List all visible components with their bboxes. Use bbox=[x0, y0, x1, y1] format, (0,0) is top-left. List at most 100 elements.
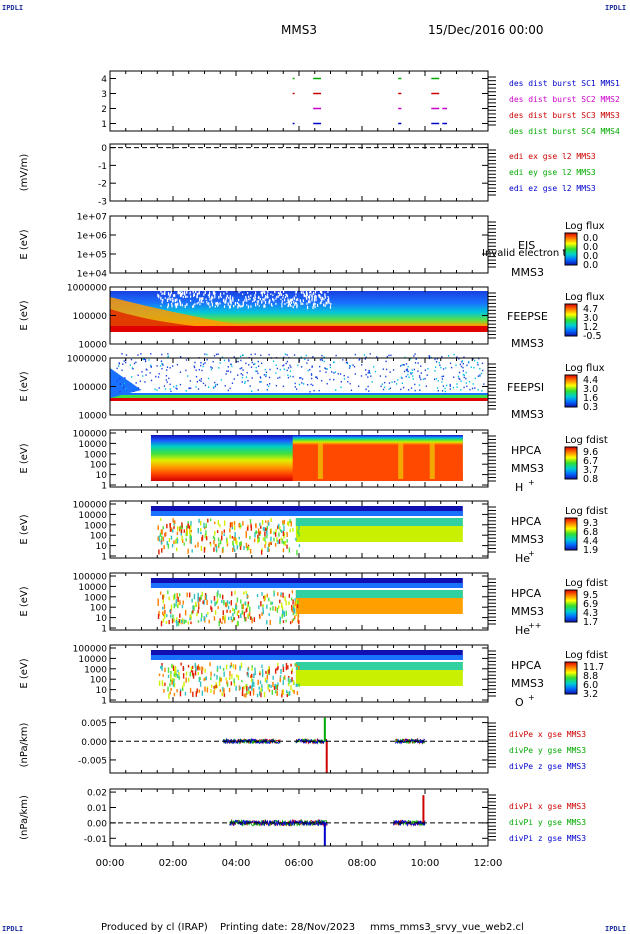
spectrogram-point bbox=[204, 668, 206, 673]
spectrogram-point bbox=[187, 375, 189, 377]
spectrogram-point bbox=[229, 528, 231, 533]
spectrogram-point bbox=[282, 364, 284, 367]
spectrogram-point bbox=[315, 376, 317, 378]
spectrogram-point bbox=[214, 685, 216, 690]
spectrogram-band bbox=[295, 662, 463, 670]
spectrogram-point bbox=[287, 665, 289, 670]
spectrogram-point bbox=[479, 374, 481, 376]
spectrogram-point bbox=[256, 594, 259, 598]
spectrogram-point bbox=[282, 541, 285, 545]
spectrogram-gap bbox=[212, 296, 214, 300]
spectrogram-point bbox=[238, 610, 240, 614]
spectrogram-gap bbox=[299, 299, 301, 302]
spectrogram-point bbox=[171, 663, 173, 668]
spectrogram-point bbox=[219, 676, 221, 682]
spectrogram-point bbox=[189, 538, 191, 544]
spectrogram-gap bbox=[238, 290, 240, 294]
spectrogram-gap bbox=[257, 302, 259, 306]
spectrogram-point bbox=[228, 360, 230, 362]
spectrogram-point bbox=[311, 366, 313, 368]
species-label: He bbox=[515, 624, 530, 637]
spectrogram-point bbox=[246, 527, 249, 531]
spectrogram-point bbox=[298, 620, 300, 625]
spectrogram-point bbox=[226, 600, 229, 604]
spectrogram-point bbox=[197, 592, 199, 596]
spectrogram-point bbox=[220, 379, 222, 381]
colorbar-label: 6.9 bbox=[583, 599, 598, 610]
spectrogram-point bbox=[204, 526, 206, 530]
spectrogram-gap bbox=[302, 299, 304, 302]
spectrogram-gap bbox=[293, 296, 295, 300]
spectrogram-point bbox=[170, 604, 173, 610]
spectrogram-point bbox=[310, 373, 313, 375]
spectrogram-point bbox=[221, 531, 223, 535]
spectrogram-gap bbox=[168, 297, 170, 301]
spectrogram-point bbox=[168, 538, 171, 542]
spectrogram-gap bbox=[194, 303, 196, 306]
spectrogram-point bbox=[465, 377, 467, 380]
spectrogram-point bbox=[309, 368, 311, 371]
spectrogram-point bbox=[199, 677, 201, 681]
spectrogram-point bbox=[231, 525, 234, 530]
spectrogram-point bbox=[249, 685, 251, 689]
spectrogram-point bbox=[424, 377, 426, 380]
spectrogram-point bbox=[283, 364, 285, 366]
spectrogram-point bbox=[173, 385, 175, 388]
spectrogram-point bbox=[262, 527, 265, 531]
spectrogram-point bbox=[189, 614, 191, 620]
spectrogram-point bbox=[187, 523, 189, 529]
spectrogram-gap bbox=[261, 300, 263, 304]
spectrogram-point bbox=[346, 362, 349, 365]
spectrogram-point bbox=[449, 383, 451, 386]
spectrogram-point bbox=[310, 383, 312, 386]
spectrogram-point bbox=[417, 362, 419, 364]
spectrogram-gap bbox=[178, 290, 180, 293]
spectrogram-point bbox=[157, 613, 160, 619]
spectrogram-point bbox=[161, 535, 163, 541]
spectrogram-point bbox=[309, 390, 311, 393]
spectrogram-point bbox=[246, 604, 249, 609]
spectrogram-gap bbox=[199, 297, 201, 300]
spectrogram-gap bbox=[272, 294, 274, 297]
spectrogram-point bbox=[204, 677, 207, 681]
spectrogram-gap bbox=[328, 297, 330, 301]
spectrogram-point bbox=[384, 381, 386, 384]
spectrogram-point bbox=[142, 375, 144, 377]
spectrogram-gap bbox=[309, 291, 311, 294]
spectrogram-gap bbox=[174, 294, 176, 297]
spectrogram-point bbox=[449, 362, 452, 365]
spectrogram-point bbox=[169, 383, 171, 386]
spectrogram-gap bbox=[203, 293, 205, 296]
spectrogram-point bbox=[258, 531, 260, 536]
spectrogram-gap bbox=[247, 292, 249, 294]
y-axis-label: E (eV) bbox=[19, 443, 30, 473]
spectrogram-point bbox=[164, 532, 166, 537]
colorbar-label: -0.5 bbox=[583, 331, 602, 342]
spectrogram-point bbox=[246, 690, 248, 695]
spectrogram-point bbox=[201, 537, 203, 542]
spectrogram-point bbox=[476, 361, 479, 364]
spectrogram-point bbox=[274, 606, 277, 612]
corner-label-bl: IPDLI bbox=[2, 925, 23, 933]
y-tick-label: 100 bbox=[90, 532, 107, 542]
spectrogram-point bbox=[260, 354, 262, 357]
spectrogram-point bbox=[242, 603, 244, 610]
spectrogram-point bbox=[213, 673, 216, 677]
spectrogram-point bbox=[433, 378, 436, 380]
spectrogram-point bbox=[463, 356, 465, 358]
spectrogram-point bbox=[252, 688, 255, 693]
spectrogram-point bbox=[185, 677, 187, 683]
spectrogram-point bbox=[189, 530, 191, 535]
spectrogram-gap bbox=[262, 298, 264, 301]
spectrogram-point bbox=[274, 684, 277, 690]
spectrogram-point bbox=[268, 548, 270, 552]
species-charge-label: + bbox=[528, 549, 535, 558]
spectrogram-point bbox=[141, 371, 143, 373]
spectrogram-point bbox=[420, 365, 422, 367]
spectrogram-point bbox=[256, 693, 259, 698]
spectrogram-point bbox=[122, 387, 125, 389]
spectrogram-gap bbox=[242, 305, 244, 307]
spectrogram-point bbox=[290, 679, 292, 683]
spectrogram-gap bbox=[200, 297, 202, 300]
